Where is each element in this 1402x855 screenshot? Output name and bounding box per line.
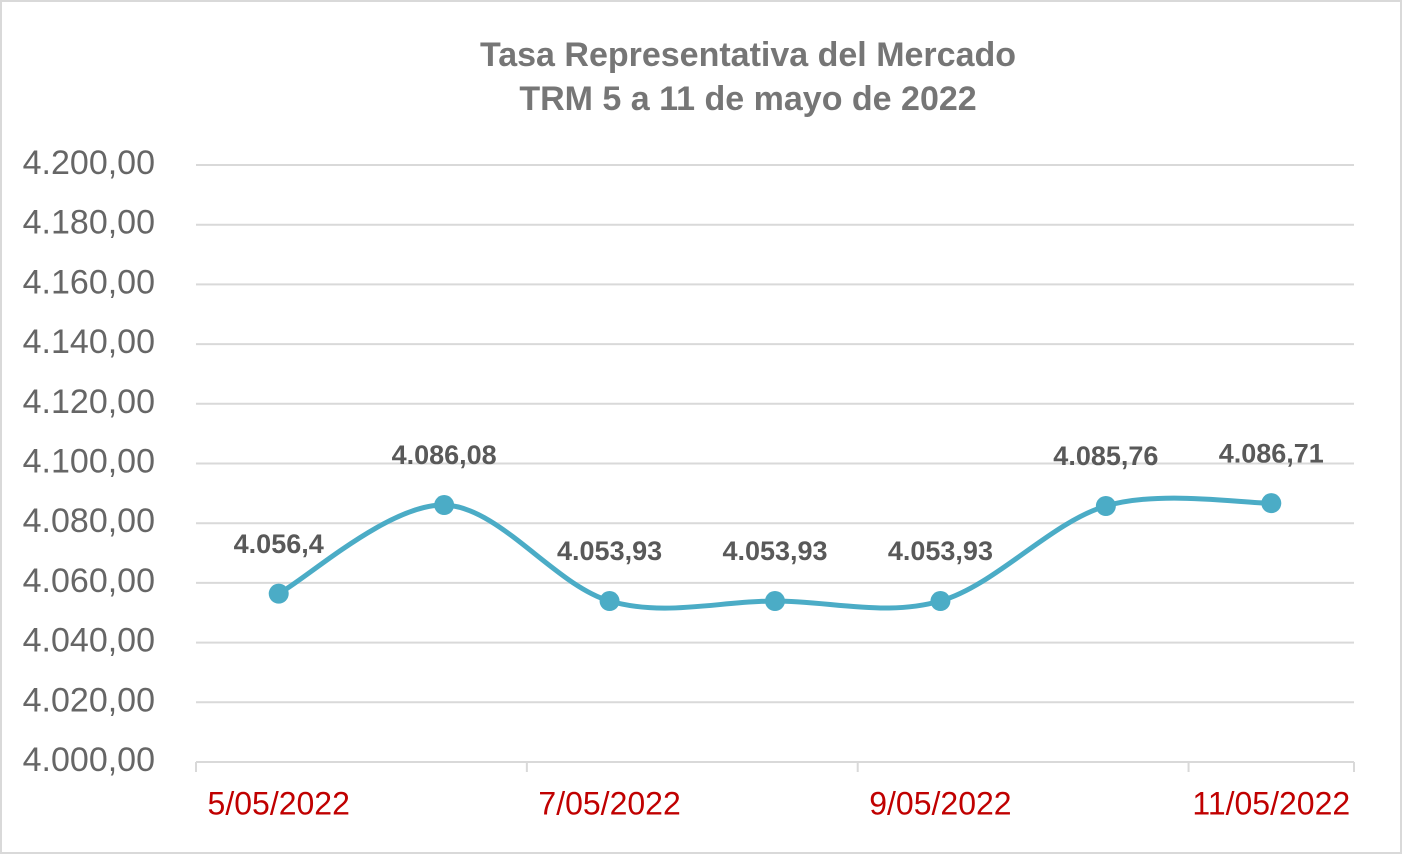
x-tick-label: 9/05/2022 (869, 785, 1011, 821)
chart-title: Tasa Representativa del Mercado (480, 36, 1016, 74)
data-label: 4.086,71 (1219, 438, 1324, 468)
data-label: 4.053,93 (888, 536, 993, 566)
y-tick-label: 4.060,00 (23, 562, 155, 600)
point (268, 583, 289, 604)
point (599, 591, 620, 612)
point (930, 591, 951, 612)
y-tick-label: 4.040,00 (23, 622, 155, 660)
point (765, 591, 785, 612)
data-label: 4.086,08 (392, 440, 497, 470)
chart-subtitle: TRM 5 a 11 de mayo de 2022 (519, 80, 976, 118)
data-label: 4.053,93 (557, 536, 662, 566)
data-label: 4.056,4 (234, 529, 324, 559)
y-tick-label: 4.200,00 (23, 144, 155, 182)
data-label: 4.085,76 (1053, 441, 1158, 471)
y-tick-label: 4.140,00 (23, 323, 155, 361)
x-tick-label: 7/05/2022 (538, 785, 680, 821)
point (1095, 496, 1116, 517)
point (434, 495, 455, 516)
y-tick-label: 4.180,00 (23, 204, 155, 242)
y-tick-label: 4.000,00 (23, 741, 155, 779)
x-tick-label: 5/05/2022 (208, 785, 350, 821)
point (1261, 493, 1282, 514)
x-tick-label: 11/05/2022 (1192, 785, 1350, 821)
data-label: 4.053,93 (722, 536, 827, 566)
y-tick-label: 4.020,00 (23, 681, 155, 719)
y-tick-label: 4.080,00 (23, 502, 155, 540)
y-tick-label: 4.120,00 (23, 383, 155, 421)
y-tick-label: 4.100,00 (23, 442, 155, 480)
y-tick-label: 4.160,00 (23, 263, 155, 301)
